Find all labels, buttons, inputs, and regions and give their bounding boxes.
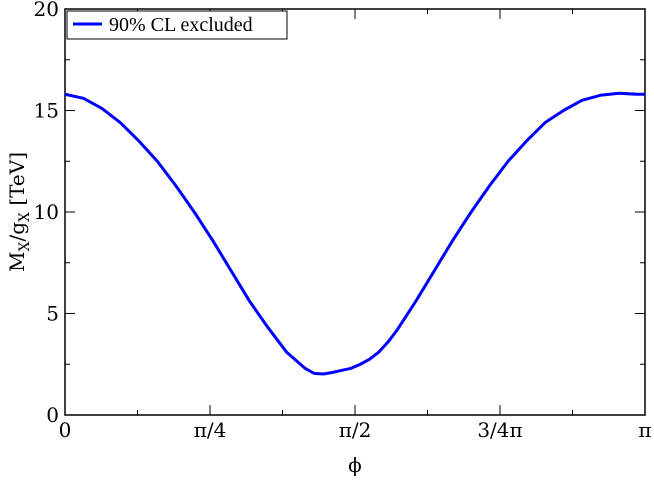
legend: 90% CL excluded [66, 10, 288, 40]
y-axis-title-unit: [TeV] [5, 152, 29, 212]
legend-label: 90% CL excluded [109, 14, 253, 36]
legend-box [66, 10, 288, 40]
x-tick-label: π [638, 418, 651, 442]
x-tick-label: π/2 [339, 418, 372, 442]
x-tick-label: 0 [59, 418, 72, 442]
y-tick-label: 10 [34, 200, 59, 224]
plot-frame [64, 8, 646, 416]
x-axis-title: ϕ [348, 453, 362, 477]
axis-tick-labels: 0 π/4 π/2 3/4π π 0 5 10 15 20 [34, 0, 652, 442]
y-axis-title-sub1: X [17, 242, 33, 252]
y-axis-title-slash: /g [5, 222, 29, 242]
y-axis-title-sub2: X [17, 212, 33, 222]
x-tick-label: 3/4π [477, 418, 522, 442]
y-axis-title: MX/gX [TeV] [5, 152, 33, 272]
series-layer [64, 91, 645, 376]
y-tick-label: 20 [34, 0, 59, 21]
y-tick-label: 5 [46, 302, 59, 326]
series-line-0 [64, 91, 645, 376]
y-tick-label: 0 [46, 403, 59, 427]
x-tick-label: π/4 [194, 418, 227, 442]
y-axis-title-main: M [5, 252, 29, 272]
y-tick-label: 15 [34, 99, 59, 123]
